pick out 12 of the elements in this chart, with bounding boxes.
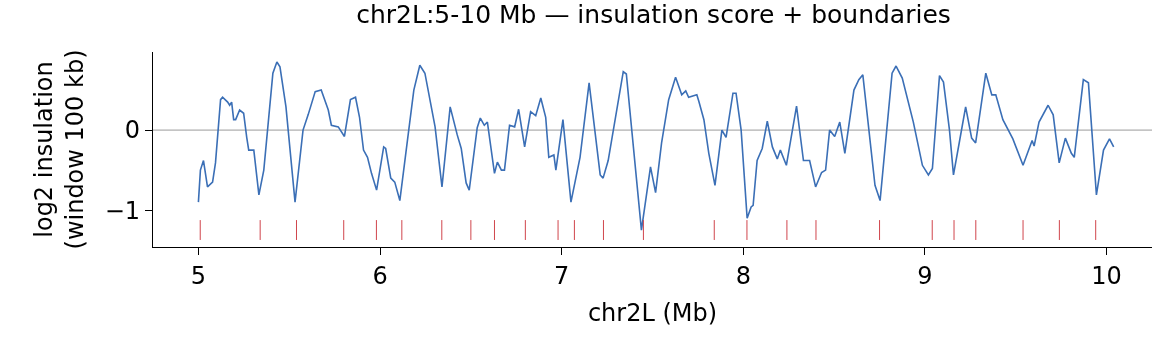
x-tick-label: 5 <box>190 261 207 290</box>
y-axis-title: log2 insulation (window 100 kb) <box>29 49 89 250</box>
x-tick-label: 7 <box>554 261 570 290</box>
x-tick-label: 8 <box>735 261 751 290</box>
x-tick-label: 10 <box>1091 261 1122 290</box>
x-axis-title: chr2L (Mb) <box>587 299 718 328</box>
y-tick-label: 0 <box>124 116 141 145</box>
chart-title: chr2L:5-10 Mb — insulation score + boundaries <box>356 0 951 29</box>
y-tick-label: −1 <box>104 196 141 225</box>
x-tick-label: 9 <box>917 261 933 290</box>
x-tick-label: 6 <box>372 261 388 290</box>
line-series <box>197 61 1115 231</box>
